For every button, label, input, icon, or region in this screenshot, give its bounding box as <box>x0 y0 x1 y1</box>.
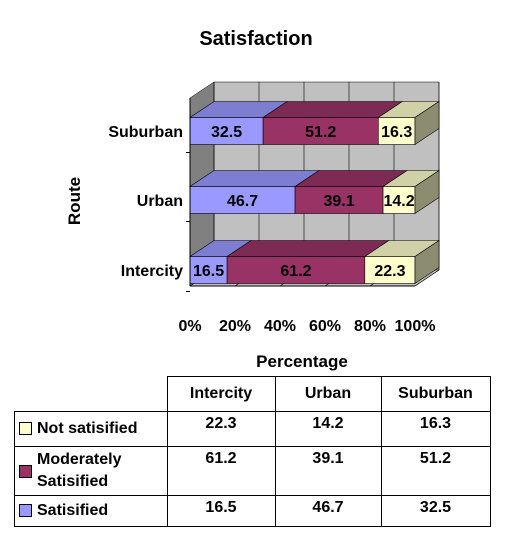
legend-swatch <box>19 504 32 518</box>
chart-bars <box>189 100 440 285</box>
table-cell: 39.1 <box>274 446 382 496</box>
bar-end-face <box>414 169 440 215</box>
chart-data-labels: 16.5 61.2 22.3 46.7 39.1 14.2 32.5 51.2 16.3 <box>193 124 415 280</box>
legend-label: Moderately Satisified <box>37 451 122 490</box>
category-tick-label: Intercity <box>121 263 183 280</box>
bar-segment <box>226 256 366 284</box>
x-tick-label: 100% <box>395 318 436 335</box>
bar-segment <box>189 256 228 284</box>
category-tick-label: Urban <box>137 193 183 210</box>
bar-end-face <box>414 239 440 285</box>
bar-segment <box>189 186 296 214</box>
bar-end-face <box>414 100 440 146</box>
table-row-label: Moderately Satisified <box>14 446 168 496</box>
table-row: Not satisified 22.3 14.2 16.3 <box>14 411 491 447</box>
bar-segment <box>294 186 384 214</box>
table-corner <box>15 377 168 412</box>
x-tick-label: 20% <box>219 318 251 335</box>
chart-axes: Intercity Urban Suburban 0% 20% 40% 60% 80% 100% <box>108 98 435 335</box>
table-cell: 46.7 <box>274 495 382 527</box>
legend-label: Satisified <box>37 502 109 519</box>
data-table: Intercity Urban Suburban Not satisified 2… <box>14 376 491 527</box>
legend-label: Not satisified <box>37 420 138 437</box>
table-cell: 61.2 <box>166 446 276 496</box>
data-label: 32.5 <box>211 124 242 141</box>
table-cell: 32.5 <box>380 495 491 527</box>
table-row: Satisified 16.5 46.7 32.5 <box>14 495 491 527</box>
chart: 16.5 61.2 22.3 46.7 39.1 14.2 32.5 51.2 16.3 Int… <box>65 28 440 371</box>
table-col-header: Urban <box>274 376 382 412</box>
table-row-label: Satisified <box>14 495 168 527</box>
x-axis-title: Percentage <box>256 352 348 371</box>
data-label: 61.2 <box>280 263 311 280</box>
table-row-label: Not satisified <box>14 411 168 447</box>
data-label: 46.7 <box>227 193 258 210</box>
x-tick-label: 80% <box>354 318 386 335</box>
floor-gridline <box>414 269 440 287</box>
table-cell: 22.3 <box>166 411 276 447</box>
table-col-header: Intercity <box>166 376 276 412</box>
table-row: Moderately Satisified 61.2 39.1 51.2 <box>14 446 491 496</box>
bar-segment <box>382 186 416 214</box>
data-label: 39.1 <box>323 193 354 210</box>
table-cell: 16.3 <box>380 411 491 447</box>
chart-title: Satisfaction <box>199 28 312 50</box>
x-tick-label: 40% <box>264 318 296 335</box>
table-col-header: Suburban <box>380 376 491 412</box>
table-cell: 14.2 <box>274 411 382 447</box>
data-label: 16.3 <box>381 124 412 141</box>
y-axis-title: Route <box>65 177 84 225</box>
table-cell: 16.5 <box>166 495 276 527</box>
bar-segment <box>262 117 379 145</box>
bar-segment <box>364 256 416 284</box>
legend-swatch <box>19 464 32 478</box>
table-cell: 51.2 <box>380 446 491 496</box>
legend-swatch <box>19 422 32 436</box>
data-label: 16.5 <box>193 263 224 280</box>
data-label: 14.2 <box>383 193 414 210</box>
bar-top-face <box>226 240 390 257</box>
data-label: 22.3 <box>374 263 405 280</box>
table-header-row: Intercity Urban Suburban <box>15 376 491 412</box>
bar-segment <box>189 117 264 145</box>
x-tick-label: 60% <box>309 318 341 335</box>
x-tick-label: 0% <box>178 318 201 335</box>
category-tick-label: Suburban <box>108 124 183 141</box>
data-label: 51.2 <box>305 124 336 141</box>
